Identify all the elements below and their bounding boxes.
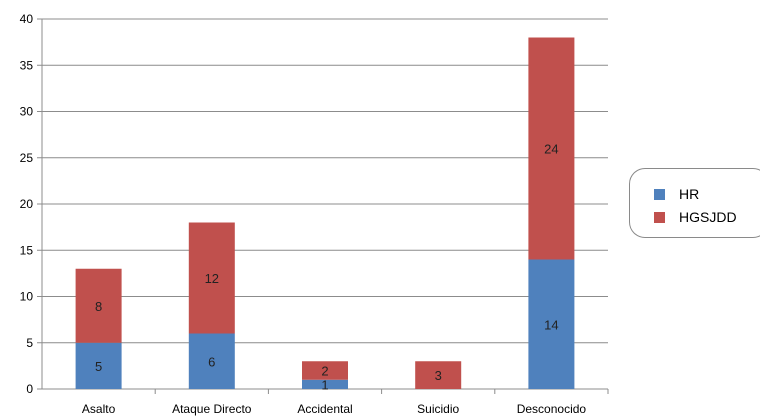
x-tick-label: Suicidio: [417, 402, 459, 416]
legend: HR HGSJDD: [629, 168, 760, 238]
bar-hr-desconocido: [528, 259, 575, 389]
bar-hgsjdd-accidental: [302, 361, 348, 380]
bars: [75, 37, 575, 389]
x-axis-ticks: Asalto Ataque Directo Accidental Suicidio De…: [82, 389, 609, 416]
legend-swatch-hgsjdd: [654, 211, 665, 223]
legend-swatch-hr: [654, 188, 665, 200]
data-label: 12: [205, 271, 219, 286]
y-tick-label: 20: [20, 197, 34, 211]
y-tick-label: 30: [20, 105, 34, 119]
data-label: 2: [321, 364, 328, 379]
y-tick-label: 40: [20, 12, 34, 26]
gridlines: [37, 18, 608, 390]
x-tick-label: Accidental: [297, 402, 352, 416]
legend-item-hgsjdd: HGSJDD: [654, 209, 737, 225]
y-tick-label: 15: [20, 243, 34, 257]
bar-hgsjdd-ataque-directo: [188, 222, 235, 334]
data-label: 8: [95, 299, 102, 314]
x-tick-label: Ataque Directo: [172, 402, 252, 416]
x-tick-label: Desconocido: [517, 402, 587, 416]
data-label: 5: [95, 359, 102, 374]
data-label: 6: [208, 354, 215, 369]
y-tick-label: 0: [26, 382, 33, 396]
data-label: 3: [435, 368, 442, 383]
y-tick-label: 25: [20, 151, 34, 165]
bar-hgsjdd-asalto: [75, 268, 122, 343]
bar-hr-asalto: [75, 342, 122, 389]
legend-label-hr: HR: [679, 186, 700, 202]
y-tick-label: 10: [20, 290, 34, 304]
data-label: 1: [321, 377, 328, 392]
y-tick-label: 35: [20, 58, 34, 72]
bar-hr-ataque-directo: [188, 333, 235, 389]
legend-label-hgsjdd: HGSJDD: [679, 209, 737, 225]
bar-hgsjdd-suicidio: [415, 361, 462, 389]
bar-hgsjdd-desconocido: [528, 37, 575, 260]
y-tick-label: 5: [26, 336, 33, 350]
data-label: 24: [544, 142, 558, 157]
data-labels: 5 8 6 12 12 3 14 24: [95, 142, 559, 393]
y-axis-ticks: 0 5 10 15 20 25 30 35 40: [20, 12, 34, 396]
data-label: 14: [544, 317, 558, 332]
x-tick-label: Asalto: [82, 402, 116, 416]
legend-item-hr: HR: [654, 186, 699, 202]
bar-hr-accidental: [302, 379, 348, 389]
